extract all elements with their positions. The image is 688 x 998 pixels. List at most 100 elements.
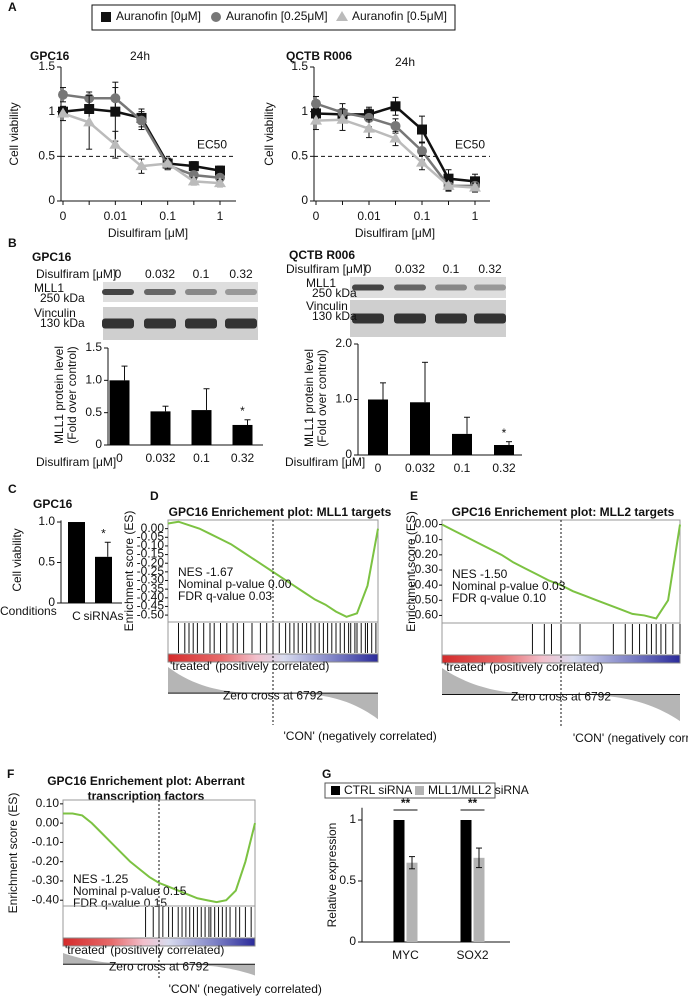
negative-label: 'CON' (negatively correlated): [573, 731, 688, 745]
legend-box: [324, 782, 496, 799]
marker: [310, 114, 322, 125]
y-tick-label: 0.5: [339, 873, 356, 887]
zero-cross-label: Zero cross at 6792: [511, 690, 611, 704]
annotation: *: [502, 426, 507, 440]
y-tick-label: 1.0: [38, 514, 55, 528]
y-tick-label: -0.10: [411, 532, 439, 546]
legend-label: Auranofin [0.25μM]: [226, 9, 328, 23]
chart-title: GPC16 Enrichement plot: MLL2 targets: [452, 505, 675, 519]
reference-label: EC50: [455, 138, 485, 152]
y-tick-label: -0.40: [137, 590, 165, 604]
x-tick-label: 0.1: [193, 451, 210, 465]
y-axis-label: Relative expression: [325, 823, 339, 928]
size-label: 130 kDa: [40, 316, 85, 330]
bar: [494, 445, 514, 455]
y-tick-label: -0.20: [411, 547, 439, 561]
marker: [442, 179, 455, 190]
y-tick-label: 0.5: [38, 149, 55, 163]
dose: 0: [365, 262, 372, 276]
blot-band: [144, 289, 176, 295]
y-tick-label: 2.0: [335, 336, 352, 350]
y-tick-label: -0.20: [137, 555, 165, 569]
x-tick-label: siRNAs: [83, 609, 123, 623]
bar: [95, 556, 112, 603]
x-axis-label: Disulfiram [μM]: [355, 226, 435, 240]
y-tick-label: -0.30: [32, 873, 60, 887]
blot-band: [352, 284, 384, 291]
x-tick-label: 0.32: [492, 461, 516, 475]
blot-title: GPC16: [32, 250, 72, 264]
y-axis-label: MLL1 protein level: [302, 349, 316, 447]
bar: [368, 399, 388, 455]
y-tick-label: -0.50: [411, 592, 439, 606]
y-tick-label: 0: [48, 193, 55, 207]
marker: [389, 132, 402, 143]
y-tick-label: 1.0: [335, 392, 352, 406]
stat-text: FDR q-value 0.03: [178, 589, 272, 603]
legend-label: Auranofin [0.5μM]: [352, 9, 447, 23]
x-tick-label: 0: [375, 461, 382, 475]
protein-label: MLL1: [34, 281, 64, 295]
y-tick-label: -0.35: [137, 581, 165, 595]
bar: [410, 402, 430, 455]
x-tick-label: 0.32: [231, 451, 255, 465]
y-tick-label: 1: [48, 104, 55, 118]
y-tick-label: 0.5: [38, 555, 55, 569]
marker: [390, 101, 401, 112]
y-tick-label: 1: [349, 812, 356, 826]
y-tick-label: 0.5: [291, 149, 308, 163]
zero-cross-label: Zero cross at 6792: [109, 959, 209, 973]
y-tick-label: -0.40: [411, 577, 439, 591]
marker: [311, 98, 321, 109]
blot-band: [225, 318, 257, 329]
marker: [469, 181, 481, 192]
protein-label: Vinculin: [306, 299, 348, 313]
marker: [188, 161, 199, 172]
y-tick-label: -0.15: [137, 547, 165, 561]
x-tick-label: 0.032: [145, 451, 175, 465]
y-tick-label: -0.10: [32, 835, 60, 849]
marker: [390, 120, 401, 131]
x-tick-label: 0.1: [454, 461, 471, 475]
y-axis-label: Enrichment score (ES): [122, 511, 136, 632]
marker: [363, 122, 375, 133]
y-tick-label: 0.00: [36, 815, 60, 829]
y-tick-label: 0: [345, 447, 352, 461]
marker: [336, 113, 349, 124]
x-tick-label: 1: [472, 209, 479, 223]
y-tick-label: 0: [48, 595, 55, 609]
dose: 0.32: [478, 262, 502, 276]
y-tick-label: -0.60: [411, 608, 439, 622]
blot-band: [474, 313, 506, 324]
y-axis-label: MLL1 protein level: [52, 346, 66, 444]
marker: [417, 124, 427, 135]
y-axis-label: (Fold over control): [65, 346, 79, 443]
blot-band: [394, 313, 426, 324]
annotation: **: [468, 796, 478, 810]
bar: [473, 857, 485, 942]
bar: [68, 522, 85, 603]
marker: [417, 145, 427, 156]
dose: 0.32: [229, 267, 253, 281]
panel-label: G: [322, 767, 331, 781]
stat-text: Nominal p-value 0.03: [452, 579, 566, 593]
bar: [191, 410, 212, 445]
x-tick-label: C: [72, 609, 81, 623]
stat-text: Nominal p-value 0.15: [73, 884, 187, 898]
y-tick-label: 0.00: [415, 517, 439, 531]
chart-title: GPC16 Enrichement plot: MLL1 targets: [169, 505, 392, 519]
y-tick-label: -0.10: [137, 538, 165, 552]
blot-band: [185, 289, 217, 295]
positive-label: 'treated' (positively correlated): [170, 659, 329, 673]
y-tick-label: -0.20: [32, 854, 60, 868]
x-tick-label: 1: [217, 209, 224, 223]
dose: 0.1: [193, 267, 210, 281]
chart-title: GPC16: [30, 49, 70, 63]
negative-label: 'CON' (negatively correlated): [169, 982, 322, 996]
protein-label: MLL1: [306, 276, 336, 290]
y-tick-label: 0: [95, 437, 102, 451]
marker: [336, 11, 348, 21]
size-label: 130 kDa: [312, 309, 357, 323]
legend-label: CTRL siRNA: [344, 783, 412, 797]
